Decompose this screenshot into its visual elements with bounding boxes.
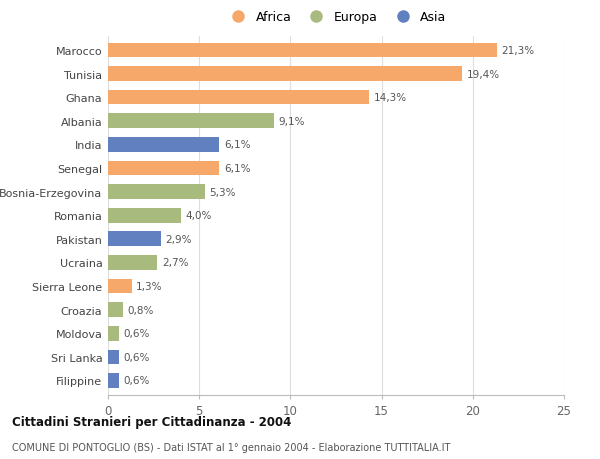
- Bar: [108, 350, 119, 364]
- Text: 2,7%: 2,7%: [162, 258, 188, 268]
- Bar: [108, 91, 369, 105]
- Text: 19,4%: 19,4%: [466, 69, 500, 79]
- Bar: [108, 185, 205, 200]
- Bar: [108, 326, 119, 341]
- Text: 0,6%: 0,6%: [124, 375, 150, 386]
- Text: Cittadini Stranieri per Cittadinanza - 2004: Cittadini Stranieri per Cittadinanza - 2…: [12, 415, 292, 428]
- Text: 0,6%: 0,6%: [124, 352, 150, 362]
- Text: 9,1%: 9,1%: [278, 117, 305, 127]
- Text: 0,6%: 0,6%: [124, 329, 150, 338]
- Bar: [108, 279, 132, 294]
- Bar: [108, 302, 122, 317]
- Text: 6,1%: 6,1%: [224, 163, 250, 174]
- Legend: Africa, Europa, Asia: Africa, Europa, Asia: [223, 9, 449, 27]
- Bar: [108, 208, 181, 223]
- Bar: [108, 67, 462, 82]
- Text: 5,3%: 5,3%: [209, 187, 236, 197]
- Bar: [108, 232, 161, 246]
- Bar: [108, 256, 157, 270]
- Text: 6,1%: 6,1%: [224, 140, 250, 150]
- Bar: [108, 373, 119, 388]
- Text: 2,9%: 2,9%: [166, 234, 192, 244]
- Text: 21,3%: 21,3%: [501, 46, 534, 56]
- Text: 4,0%: 4,0%: [185, 211, 212, 221]
- Text: 1,3%: 1,3%: [136, 281, 163, 291]
- Text: COMUNE DI PONTOGLIO (BS) - Dati ISTAT al 1° gennaio 2004 - Elaborazione TUTTITAL: COMUNE DI PONTOGLIO (BS) - Dati ISTAT al…: [12, 442, 451, 452]
- Bar: [108, 138, 219, 152]
- Bar: [108, 114, 274, 129]
- Bar: [108, 44, 497, 58]
- Bar: [108, 161, 219, 176]
- Text: 0,8%: 0,8%: [127, 305, 154, 315]
- Text: 14,3%: 14,3%: [373, 93, 407, 103]
